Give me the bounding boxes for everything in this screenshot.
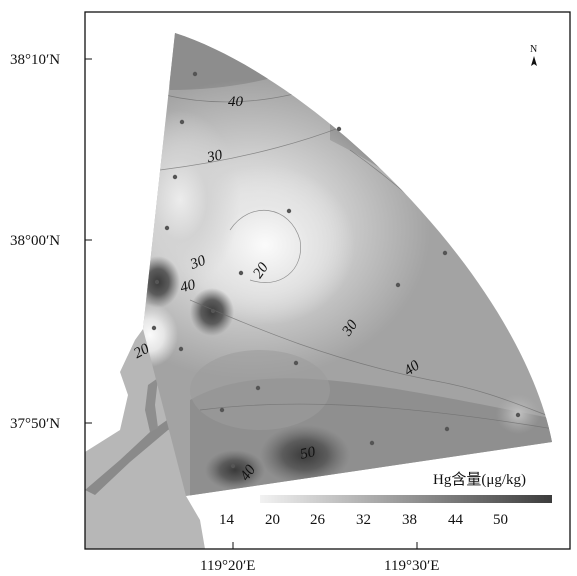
sample-point (442, 250, 448, 256)
map-frame (84, 11, 571, 550)
sample-point (336, 126, 342, 132)
legend-title: Hg含量(μg/kg) (433, 471, 526, 488)
lat-tick-label: 38°10′N (10, 52, 60, 68)
longitude-axis: 119°20′E 119°30′E (200, 542, 439, 574)
latitude-axis: 38°10′N 38°00′N 37°50′N (10, 52, 92, 432)
sample-point (151, 325, 157, 331)
sample-point (172, 174, 178, 180)
sample-points (151, 71, 521, 469)
contour-label: 30 (205, 147, 224, 166)
lat-tick-label: 38°00′N (10, 233, 60, 249)
sample-point (444, 426, 450, 432)
sample-point (230, 463, 236, 469)
sample-point (164, 225, 170, 231)
lon-tick-label: 119°20′E (200, 558, 255, 574)
sample-point (293, 360, 299, 366)
legend-tick: 38 (402, 512, 417, 528)
legend-tick: 44 (448, 512, 464, 528)
land-area (85, 329, 215, 549)
sample-point (302, 452, 308, 458)
sample-point (219, 407, 225, 413)
legend-color-bar (260, 495, 552, 503)
contour-label: 40 (228, 94, 244, 110)
river-branch (145, 378, 158, 432)
sample-point (238, 270, 244, 276)
north-arrow-icon: N (530, 44, 537, 66)
legend-tick: 26 (310, 512, 326, 528)
contour-label: 20 (131, 341, 152, 362)
sample-point (286, 208, 292, 214)
sample-point (154, 279, 160, 285)
sample-point (369, 440, 375, 446)
sample-point (395, 282, 401, 288)
lon-tick-label: 119°30′E (384, 558, 439, 574)
sample-point (255, 385, 261, 391)
sample-point (210, 308, 216, 314)
lat-tick-label: 37°50′N (10, 416, 60, 432)
legend-tick: 20 (265, 512, 280, 528)
sample-point (178, 346, 184, 352)
contour-label: 40 (179, 277, 198, 296)
legend-tick: 32 (356, 512, 371, 528)
contour-label: 30 (187, 253, 208, 274)
river (85, 410, 215, 495)
legend-tick: 14 (219, 512, 235, 528)
sample-point (179, 119, 185, 125)
sample-point (192, 71, 198, 77)
sample-point (515, 412, 521, 418)
legend-tick: 50 (493, 512, 508, 528)
legend: Hg含量(μg/kg) 14 20 26 32 38 44 50 (219, 471, 552, 528)
north-label: N (530, 44, 537, 55)
contour-label: 50 (299, 444, 317, 463)
